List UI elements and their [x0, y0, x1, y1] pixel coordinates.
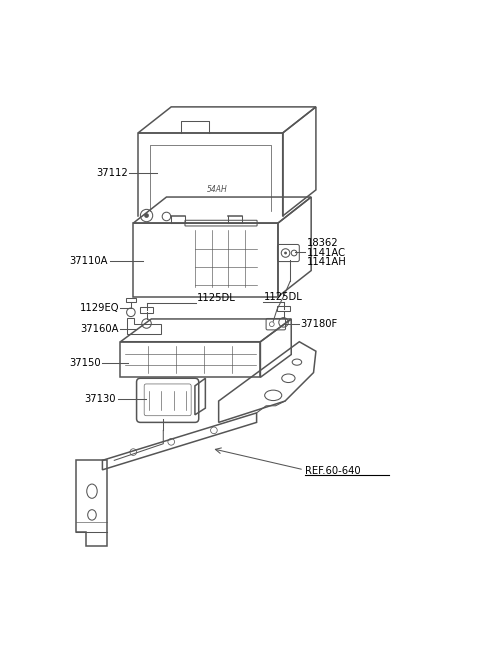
Text: REF.60-640: REF.60-640 — [305, 466, 361, 476]
Circle shape — [284, 252, 287, 254]
Text: 1129EQ: 1129EQ — [80, 303, 119, 312]
Text: 1125DL: 1125DL — [264, 292, 302, 302]
Text: 1125DL: 1125DL — [197, 293, 236, 303]
Text: 37150: 37150 — [70, 358, 101, 368]
Text: 1141AC: 1141AC — [307, 248, 346, 257]
Text: 37130: 37130 — [84, 394, 116, 403]
Text: 54AH: 54AH — [207, 185, 228, 194]
Text: 37110A: 37110A — [70, 256, 108, 266]
Text: 1141AH: 1141AH — [307, 257, 347, 267]
Text: 37180F: 37180F — [300, 319, 337, 329]
Circle shape — [144, 213, 149, 218]
Text: 37112: 37112 — [96, 168, 128, 178]
Text: 37160A: 37160A — [81, 324, 119, 334]
Text: 18362: 18362 — [307, 238, 338, 248]
